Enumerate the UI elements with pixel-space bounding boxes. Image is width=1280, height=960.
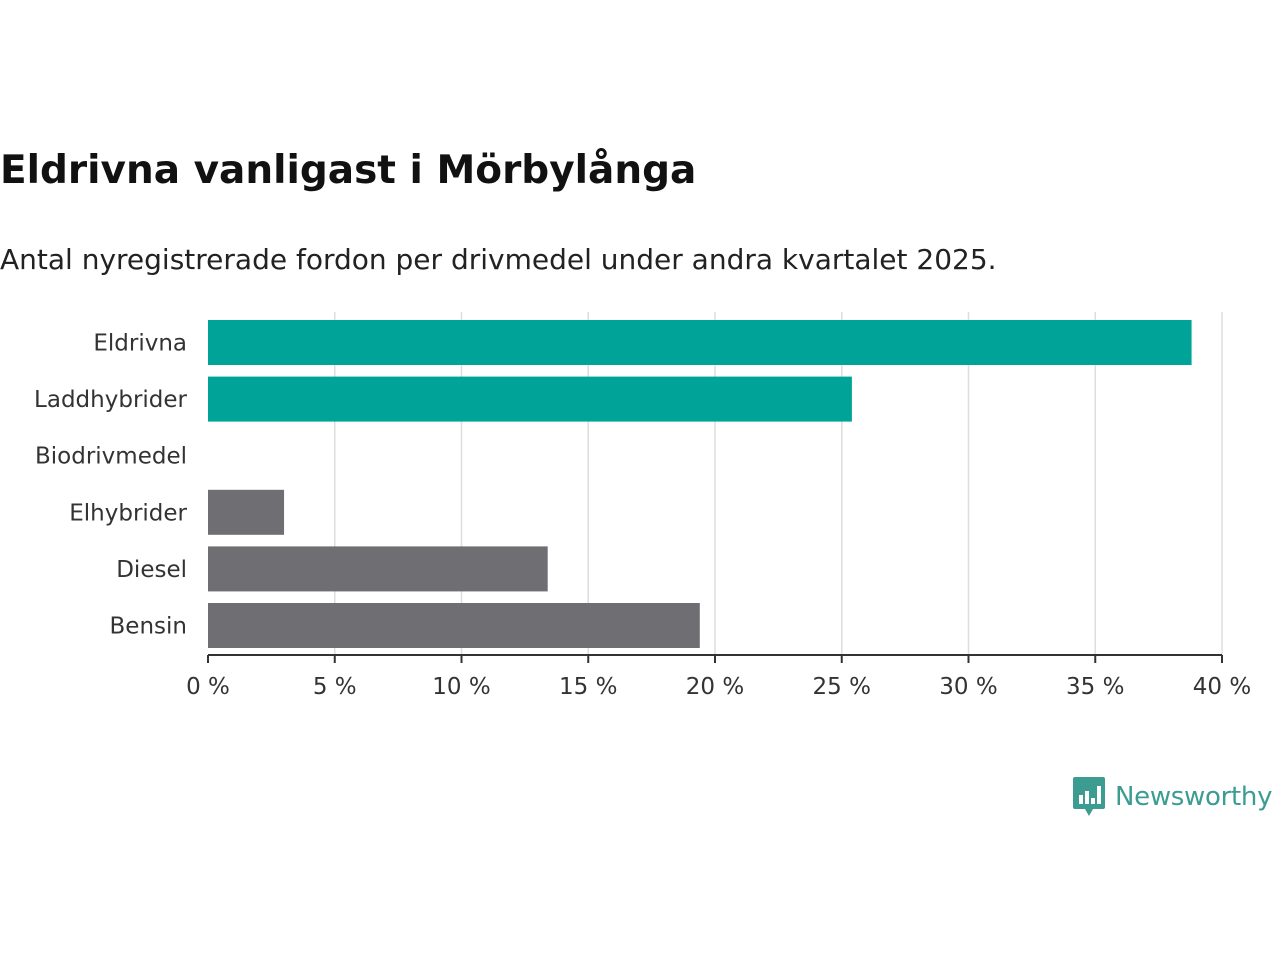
chart-subtitle: Antal nyregistrerade fordon per drivmede… [0, 243, 997, 276]
bar-bensin [208, 603, 700, 648]
x-tick-label: 25 % [813, 674, 871, 700]
newsworthy-logo-icon [1073, 777, 1105, 816]
x-tick-label: 30 % [939, 674, 997, 700]
bar-laddhybrider [208, 376, 852, 422]
bar-elhybrider [208, 489, 285, 535]
category-labels: Eldrivna Laddhybrider Biodrivmedel Elhybrid… [34, 331, 187, 640]
category-label: Eldrivna [93, 331, 187, 357]
bar-diesel [208, 546, 548, 592]
category-label: Laddhybrider [34, 387, 187, 413]
bars [208, 320, 1192, 648]
x-tick-label: 35 % [1066, 674, 1124, 700]
category-label: Elhybrider [69, 500, 187, 526]
x-tick-label: 15 % [559, 674, 617, 700]
category-label: Diesel [116, 557, 187, 583]
x-tick-label: 5 % [313, 674, 357, 700]
category-label: Biodrivmedel [35, 444, 187, 470]
chart-title: Eldrivna vanligast i Mörbylånga [0, 148, 697, 193]
category-label: Bensin [110, 614, 187, 640]
brand-logo: Newsworthy [1072, 776, 1272, 818]
x-tick-label: 20 % [686, 674, 744, 700]
grid-lines [334, 312, 1223, 655]
x-tick-label: 0 % [186, 674, 230, 700]
bar-eldrivna [208, 320, 1192, 365]
x-axis: 0 % 5 % 10 % 15 % 20 % 25 % 30 % 35 % 40 % [186, 654, 1251, 700]
x-tick-label: 40 % [1193, 674, 1251, 700]
brand-name: Newsworthy [1115, 782, 1273, 812]
x-tick-label: 10 % [432, 674, 490, 700]
